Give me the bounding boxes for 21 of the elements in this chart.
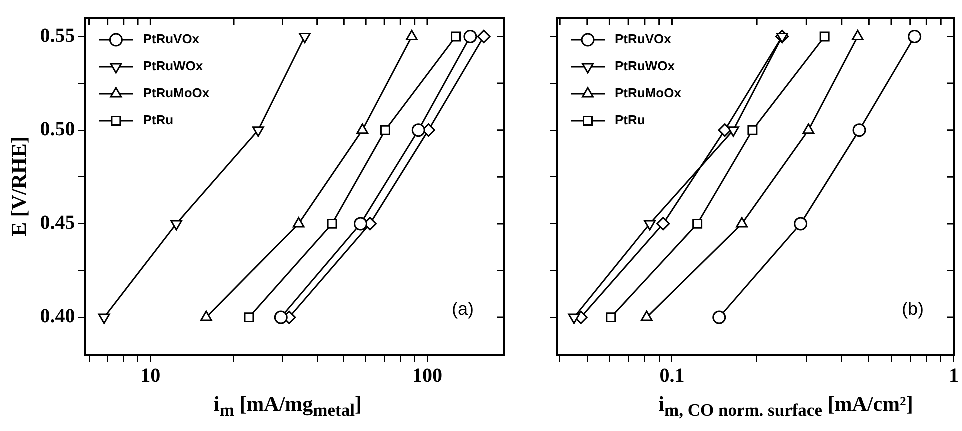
legend-label: PtRuWOx [615, 58, 676, 74]
legend-label: PtRuVOx [615, 32, 672, 47]
annotation: (a) [452, 298, 474, 319]
legend-label: PtRuMoOx [615, 86, 682, 101]
annotation: (b) [902, 298, 924, 319]
y-tick-label: 0.55 [40, 24, 76, 47]
x-axis-title: i$_{m}$ [mA/mg$_{metal}$] [213, 392, 363, 422]
y-tick-label: 0.40 [40, 306, 76, 328]
legend-label: PtRuMoOx [143, 86, 210, 101]
legend-label: PtRuVOx [143, 32, 200, 47]
x-tick-label: 100 [412, 365, 442, 388]
x-tick-label: 10 [140, 365, 161, 388]
legend-label: PtRuWOx [143, 58, 204, 74]
legend-label: PtRu [143, 112, 174, 128]
y-axis-title: E [V/RHE] [7, 136, 32, 236]
x-axis-title: i$_{m, CO norm. surface}$ [mA/cm²] [658, 392, 914, 422]
y-tick-label: 0.45 [40, 212, 76, 234]
x-tick-label: 1 [949, 365, 959, 388]
legend-label: PtRu [615, 112, 646, 128]
y-tick-label: 0.50 [40, 118, 76, 141]
x-tick-label: 0.1 [660, 365, 685, 388]
